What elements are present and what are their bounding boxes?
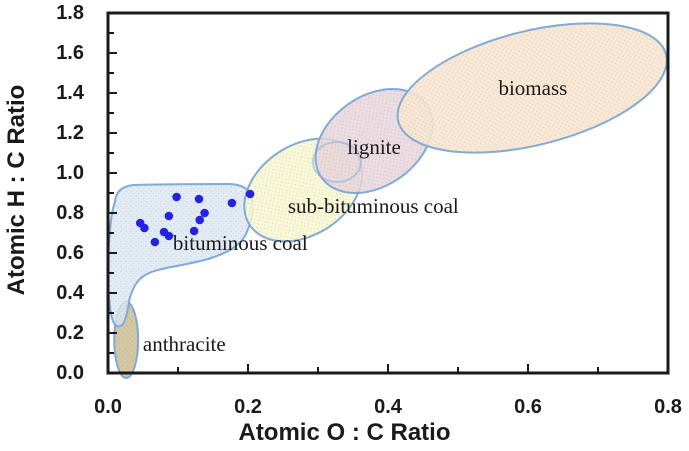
data-point [245, 189, 255, 199]
y-axis-title: Atomic H : C Ratio [3, 84, 30, 296]
x-tick-label: 0.6 [514, 396, 542, 418]
data-point [140, 223, 149, 233]
data-point [164, 231, 174, 241]
y-tick-label: 0.2 [56, 322, 84, 344]
region-biomass-texture [397, 23, 667, 153]
region-label-anthracite: anthracite [143, 332, 226, 356]
y-tick-label: 1.6 [56, 42, 84, 64]
y-tick-label: 0.8 [56, 202, 84, 224]
x-tick-label: 0.4 [374, 396, 403, 418]
region-label-biomass: biomass [498, 76, 567, 100]
region-bituminous-coal-texture [108, 184, 253, 327]
data-point [164, 211, 174, 221]
y-tick-label: 1.0 [56, 162, 84, 184]
y-tick-label: 1.8 [56, 2, 84, 24]
x-tick-label: 0.0 [94, 396, 122, 418]
data-point [150, 237, 160, 247]
region-label-sub-bituminous-coal: sub-bituminous coal [288, 194, 459, 218]
y-tick-label: 1.2 [56, 122, 84, 144]
data-point [172, 192, 181, 202]
x-axis-title: Atomic O : C Ratio [238, 419, 451, 446]
data-point [195, 215, 204, 225]
y-tick-label: 0.4 [56, 282, 85, 304]
y-tick-label: 0.6 [56, 242, 84, 264]
x-tick-label: 0.8 [654, 396, 682, 418]
y-tick-label: 1.4 [56, 82, 85, 104]
data-point [194, 194, 204, 204]
data-point [189, 226, 199, 236]
region-unlabeled-circle [311, 141, 362, 183]
region-label-lignite: lignite [347, 135, 401, 159]
x-tick-label: 0.2 [234, 396, 262, 418]
data-point [200, 208, 209, 218]
y-tick-label: 0.0 [56, 362, 84, 384]
data-point [227, 198, 237, 208]
